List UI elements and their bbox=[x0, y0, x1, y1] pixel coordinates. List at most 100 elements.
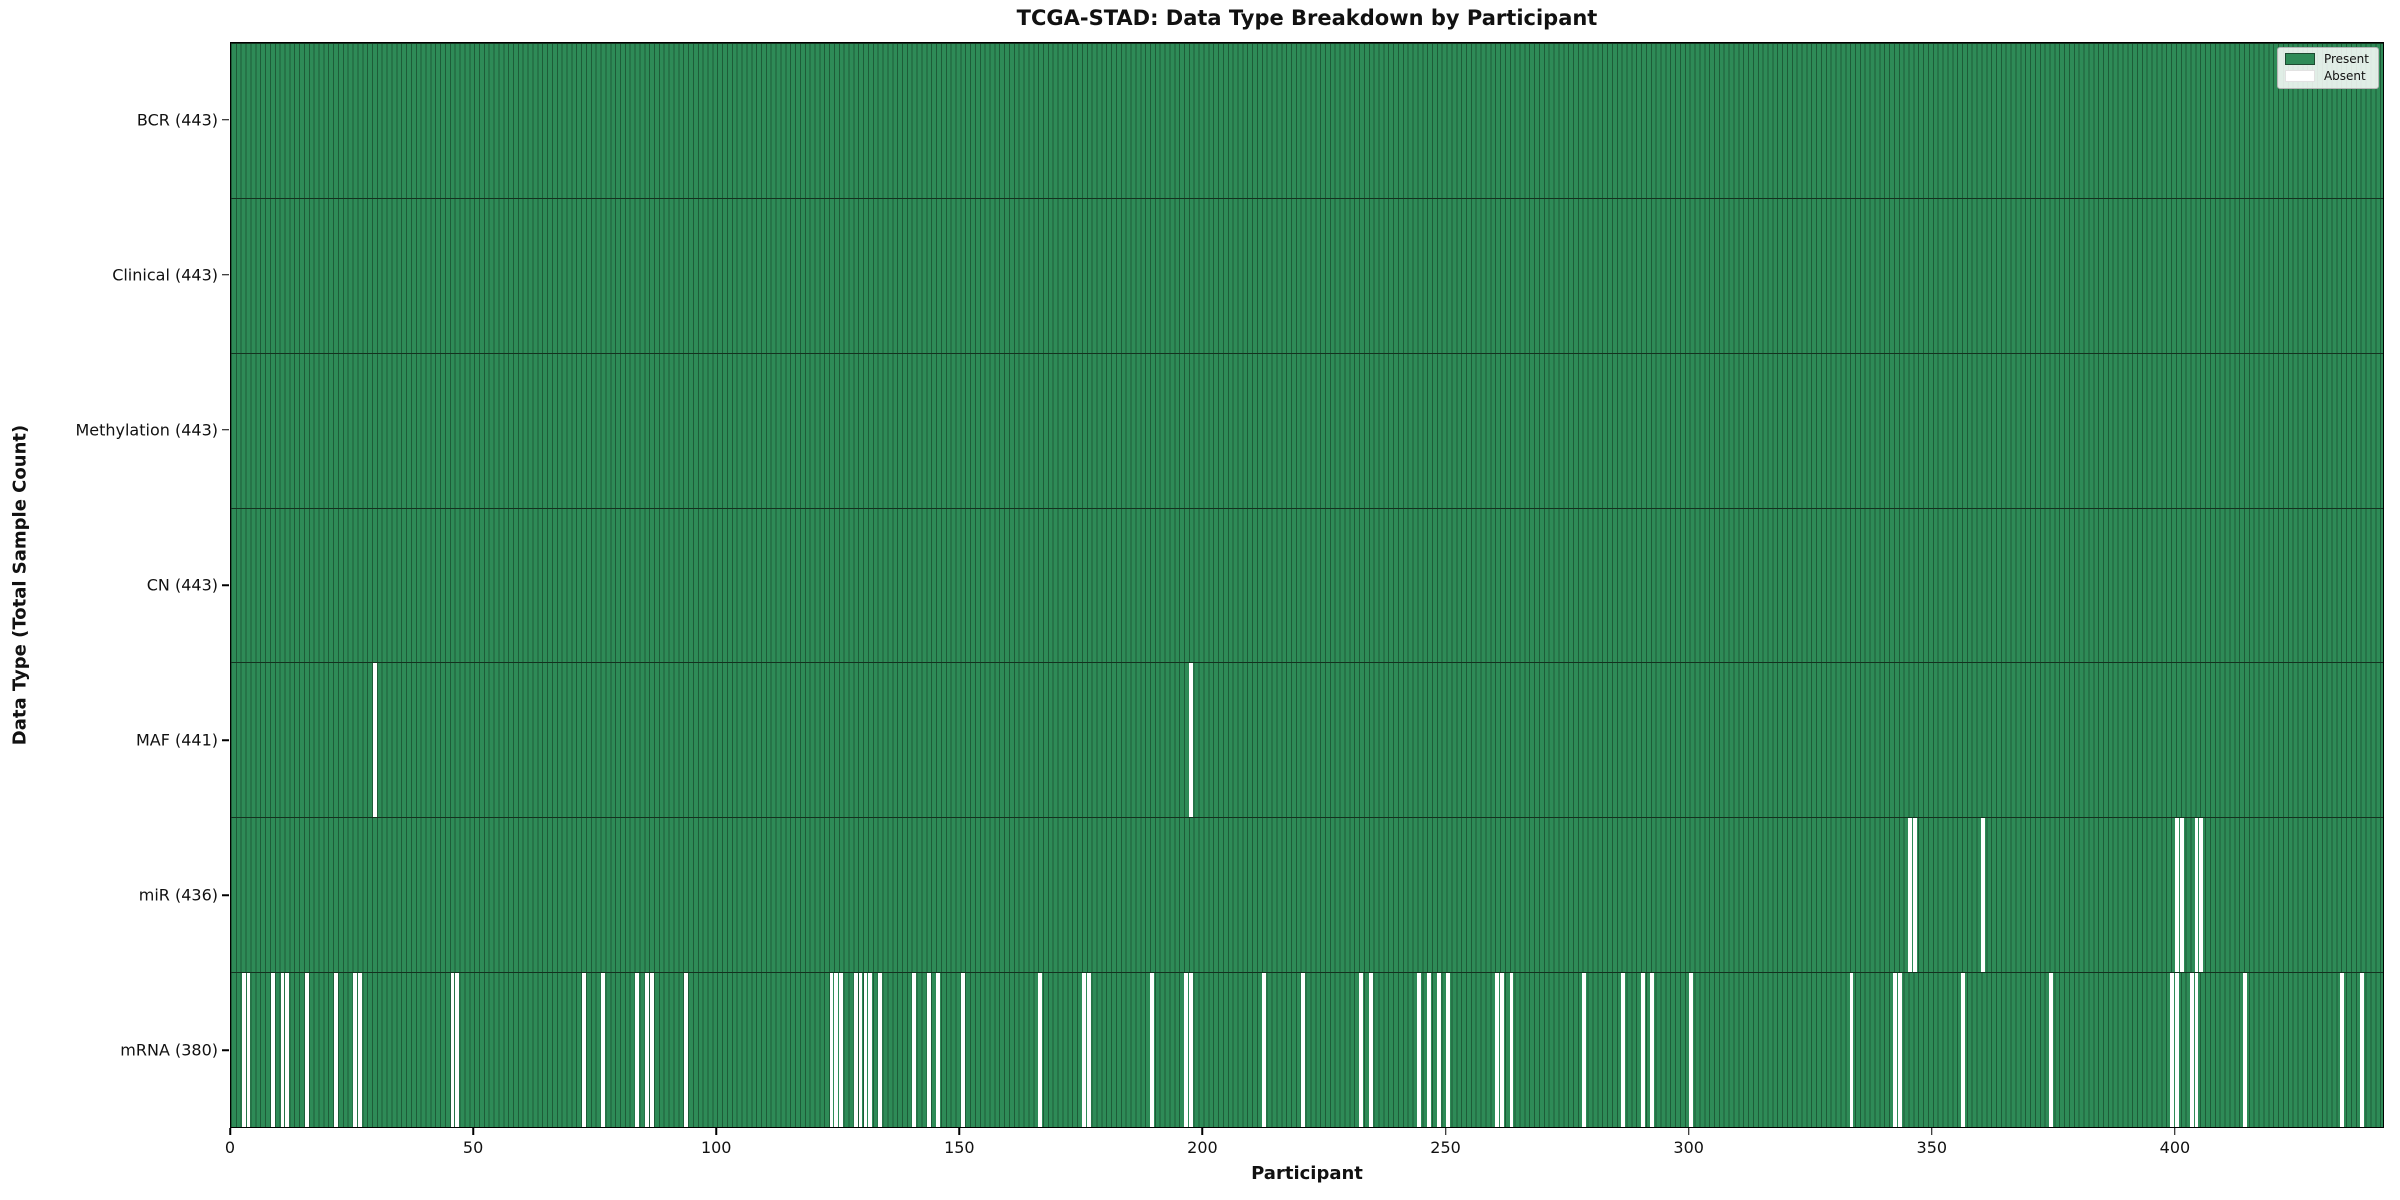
absent-cell bbox=[2359, 973, 2364, 1127]
absent-cell bbox=[1082, 973, 1086, 1127]
x-tick-mark bbox=[1444, 1128, 1447, 1135]
absent-cell bbox=[936, 973, 941, 1127]
y-tick-label-miR: miR (436) bbox=[138, 885, 218, 905]
legend-item-absent: Absent bbox=[2284, 70, 2369, 82]
absent-cell bbox=[2189, 973, 2194, 1127]
absent-cell bbox=[1300, 973, 1305, 1127]
x-tick-mark bbox=[1687, 1128, 1690, 1135]
x-tick-label-350: 350 bbox=[1916, 1138, 1948, 1157]
x-tick-mark bbox=[1201, 1128, 1204, 1135]
absent-cell bbox=[1621, 973, 1626, 1127]
x-axis-label: Participant bbox=[1251, 1163, 1363, 1184]
x-tick-label-100: 100 bbox=[700, 1138, 732, 1157]
absent-cell bbox=[1907, 818, 1912, 973]
absent-cell bbox=[1640, 973, 1645, 1127]
absent-swatch-icon bbox=[2284, 70, 2315, 82]
y-tick-mark bbox=[222, 118, 229, 121]
x-tick-mark bbox=[1931, 1128, 1933, 1135]
x-tick-label-400: 400 bbox=[2159, 1138, 2191, 1157]
absent-cell bbox=[1436, 973, 1441, 1127]
absent-cell bbox=[1446, 973, 1451, 1127]
plot-area: Present Absent bbox=[230, 42, 2384, 1128]
absent-cell bbox=[2199, 818, 2204, 973]
y-tick-label-Clinical: Clinical (443) bbox=[112, 265, 218, 285]
row-Methylation bbox=[231, 352, 2383, 508]
absent-cell bbox=[1980, 818, 1985, 973]
x-tick-label-200: 200 bbox=[1187, 1138, 1218, 1157]
absent-cell bbox=[1038, 973, 1043, 1127]
absent-cell bbox=[926, 973, 931, 1127]
absent-cell bbox=[1582, 973, 1587, 1127]
absent-cell bbox=[581, 973, 586, 1127]
absent-cell bbox=[334, 973, 338, 1127]
absent-cell bbox=[2170, 973, 2175, 1127]
y-tick-label-Methylation: Methylation (443) bbox=[75, 420, 218, 440]
absent-cell bbox=[683, 973, 688, 1127]
y-tick-mark bbox=[222, 739, 229, 741]
y-tick-label-CN: CN (443) bbox=[146, 575, 218, 595]
absent-cell bbox=[1150, 973, 1154, 1127]
absent-cell bbox=[372, 663, 377, 818]
x-tick-mark bbox=[958, 1128, 961, 1135]
x-tick-mark bbox=[472, 1128, 474, 1135]
absent-cell bbox=[1188, 973, 1193, 1127]
present-swatch-icon bbox=[2284, 53, 2315, 65]
absent-cell bbox=[863, 973, 868, 1127]
absent-cell bbox=[1368, 973, 1373, 1127]
y-tick-label-mRNA: mRNA (380) bbox=[120, 1040, 218, 1060]
absent-cell bbox=[878, 973, 882, 1127]
row-MAF bbox=[231, 662, 2383, 818]
y-tick-label-BCR: BCR (443) bbox=[136, 110, 218, 130]
x-tick-label-300: 300 bbox=[1673, 1138, 1704, 1157]
absent-cell bbox=[601, 973, 606, 1127]
absent-cell bbox=[2048, 973, 2053, 1127]
absent-cell bbox=[304, 973, 309, 1127]
legend: Present Absent bbox=[2276, 47, 2379, 89]
y-tick-mark bbox=[222, 584, 229, 586]
absent-cell bbox=[246, 973, 251, 1127]
absent-cell bbox=[270, 973, 275, 1127]
absent-cell bbox=[1893, 973, 1898, 1127]
absent-cell bbox=[2340, 973, 2345, 1127]
absent-cell bbox=[1495, 973, 1499, 1127]
absent-cell bbox=[1650, 973, 1655, 1127]
absent-cell bbox=[2175, 818, 2179, 973]
absent-cell bbox=[2194, 973, 2199, 1127]
absent-cell bbox=[1188, 663, 1193, 818]
absent-cell bbox=[644, 973, 649, 1127]
absent-cell bbox=[960, 973, 965, 1127]
row-Clinical bbox=[231, 197, 2383, 353]
absent-cell bbox=[1689, 973, 1694, 1127]
absent-cell bbox=[1261, 973, 1266, 1127]
chart-title: TCGA-STAD: Data Type Breakdown by Partic… bbox=[1016, 6, 1598, 30]
absent-cell bbox=[853, 973, 858, 1127]
row-BCR bbox=[231, 43, 2383, 198]
absent-cell bbox=[2175, 973, 2179, 1127]
row-miR bbox=[231, 817, 2383, 973]
x-tick-label-0: 0 bbox=[224, 1138, 236, 1157]
x-tick-label-150: 150 bbox=[944, 1138, 975, 1157]
absent-cell bbox=[1898, 973, 1903, 1127]
legend-item-present: Present bbox=[2284, 53, 2369, 65]
absent-cell bbox=[912, 973, 916, 1127]
absent-cell bbox=[358, 973, 363, 1127]
absent-cell bbox=[353, 973, 358, 1127]
absent-cell bbox=[1359, 973, 1363, 1127]
x-tick-mark bbox=[229, 1128, 231, 1135]
y-tick-mark bbox=[222, 894, 229, 897]
absent-cell bbox=[285, 973, 290, 1127]
absent-cell bbox=[455, 973, 460, 1127]
absent-cell bbox=[1086, 973, 1091, 1127]
absent-cell bbox=[2243, 973, 2247, 1127]
row-mRNA bbox=[231, 972, 2383, 1127]
row-CN bbox=[231, 507, 2383, 663]
absent-cell bbox=[1849, 973, 1854, 1127]
x-tick-label-50: 50 bbox=[462, 1138, 484, 1157]
absent-cell bbox=[1509, 973, 1514, 1127]
absent-cell bbox=[834, 973, 839, 1127]
absent-cell bbox=[1184, 973, 1188, 1127]
absent-cell bbox=[2194, 818, 2199, 973]
absent-cell bbox=[1499, 973, 1504, 1127]
absent-cell bbox=[868, 973, 873, 1127]
absent-cell bbox=[839, 973, 844, 1127]
